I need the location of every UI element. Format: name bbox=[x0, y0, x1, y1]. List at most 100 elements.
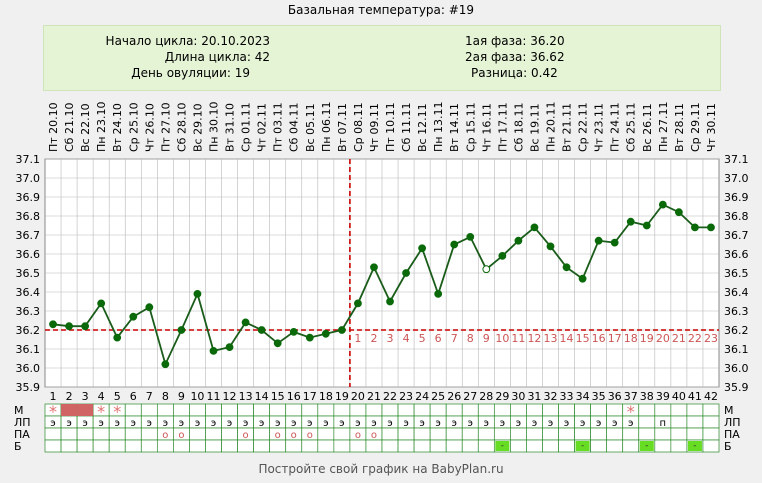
row-cell bbox=[365, 439, 383, 453]
temperature-point bbox=[514, 236, 523, 245]
ovulation-day: День овуляции: 19 bbox=[131, 66, 250, 80]
row-cell bbox=[381, 439, 399, 453]
temperature-point bbox=[594, 236, 603, 245]
row-cell bbox=[654, 403, 672, 417]
date-label: Вс 29.10 bbox=[191, 103, 204, 152]
row-cell bbox=[429, 427, 447, 441]
row-cell bbox=[221, 439, 238, 453]
row-cell bbox=[317, 427, 335, 441]
row-cell bbox=[445, 427, 463, 441]
date-label: Вс 22.10 bbox=[79, 103, 92, 152]
day-number: 28 bbox=[479, 390, 493, 403]
y-tick-label-left: 36.7 bbox=[16, 229, 41, 242]
temperature-point bbox=[434, 290, 443, 298]
temperature-point bbox=[305, 333, 314, 342]
day-number: 1 bbox=[50, 390, 57, 403]
day-number: 36 bbox=[608, 390, 622, 403]
y-tick-label-left: 37.0 bbox=[16, 172, 41, 185]
test-symbol: - bbox=[645, 441, 648, 451]
day-number: 26 bbox=[447, 390, 461, 403]
temperature-point bbox=[49, 320, 57, 329]
row-cell bbox=[237, 403, 254, 417]
row-cell bbox=[413, 403, 431, 417]
lp-symbol: э bbox=[435, 418, 441, 429]
luteal-day-label: 2 bbox=[370, 332, 377, 345]
y-tick-label-left: 37.1 bbox=[16, 153, 41, 166]
row-cell bbox=[205, 427, 222, 441]
row-cell bbox=[429, 439, 447, 453]
temperature-point bbox=[145, 303, 154, 312]
row-cell bbox=[124, 403, 142, 417]
temperature-point bbox=[450, 240, 459, 249]
date-label: Сб 04.11 bbox=[288, 103, 301, 152]
day-number: 33 bbox=[560, 390, 574, 403]
luteal-day-label: 7 bbox=[451, 332, 458, 345]
day-number: 16 bbox=[287, 390, 301, 403]
lp-symbol: э bbox=[307, 418, 313, 429]
footer-link[interactable]: Постройте свой график на BabyPlan.ru bbox=[258, 462, 504, 476]
luteal-day-label: 11 bbox=[511, 332, 525, 345]
luteal-day-label: 21 bbox=[672, 332, 686, 345]
lp-symbol: э bbox=[532, 418, 538, 429]
row-cell bbox=[140, 439, 158, 453]
row-cell bbox=[461, 439, 479, 453]
lp-symbol: э bbox=[387, 418, 393, 429]
lp-symbol: э bbox=[484, 418, 490, 429]
day-number: 35 bbox=[592, 390, 606, 403]
pa-symbol: о bbox=[178, 430, 184, 441]
day-number: 41 bbox=[688, 390, 702, 403]
date-label: Ср 01.11 bbox=[240, 102, 253, 152]
luteal-day-label: 22 bbox=[688, 332, 702, 345]
row-cell bbox=[606, 427, 624, 441]
day-number: 3 bbox=[82, 390, 89, 403]
row-cell bbox=[108, 439, 126, 453]
date-label: Пт 24.11 bbox=[609, 102, 622, 152]
date-label: Сб 25.11 bbox=[625, 103, 638, 152]
row-cell bbox=[702, 415, 720, 429]
day-number: 39 bbox=[656, 390, 670, 403]
temperature-point bbox=[257, 326, 266, 334]
row-cell bbox=[156, 403, 174, 417]
row-cell bbox=[397, 403, 415, 417]
temperature-point bbox=[578, 274, 587, 283]
temperature-point bbox=[289, 328, 298, 336]
day-number: 23 bbox=[399, 390, 413, 403]
y-tick-label-right: 37.0 bbox=[724, 172, 749, 185]
menses-star: * bbox=[113, 402, 121, 421]
day-number: 27 bbox=[463, 390, 477, 403]
luteal-day-label: 19 bbox=[640, 332, 654, 345]
y-tick-label-right: 36.4 bbox=[724, 286, 749, 299]
row-cell bbox=[590, 403, 608, 417]
day-number: 4 bbox=[98, 390, 105, 403]
row-cell bbox=[269, 439, 287, 453]
test-highlight-cell bbox=[639, 441, 654, 451]
phase2-average: 2ая фаза: 36.62 bbox=[465, 50, 565, 64]
row-cell bbox=[493, 427, 511, 441]
date-label: Ср 22.11 bbox=[577, 102, 590, 152]
lp-symbol: э bbox=[628, 418, 634, 429]
row-cell bbox=[510, 427, 527, 441]
day-number: 13 bbox=[239, 390, 253, 403]
y-tick-label-right: 36.0 bbox=[724, 362, 749, 375]
temperature-point bbox=[707, 223, 715, 232]
temperature-point bbox=[177, 326, 186, 334]
day-number: 30 bbox=[511, 390, 525, 403]
row-label-right: ПА bbox=[724, 428, 740, 441]
y-tick-label-right: 36.1 bbox=[724, 343, 749, 356]
row-cell bbox=[461, 427, 479, 441]
row-label-left: М bbox=[14, 404, 24, 417]
temperature-point bbox=[386, 297, 394, 306]
day-number: 29 bbox=[495, 390, 509, 403]
pa-symbol: о bbox=[355, 430, 361, 441]
pa-symbol: о bbox=[371, 430, 377, 441]
lp-symbol: э bbox=[548, 418, 554, 429]
date-label: Вс 05.11 bbox=[304, 103, 317, 152]
date-label: Пн 13.11 bbox=[432, 102, 445, 152]
date-label: Вс 26.11 bbox=[641, 103, 654, 152]
row-cell bbox=[670, 439, 688, 453]
y-tick-label-left: 36.3 bbox=[16, 305, 41, 318]
row-cell bbox=[477, 403, 495, 417]
temperature-point bbox=[691, 223, 699, 232]
row-cell bbox=[686, 427, 704, 441]
temperature-point bbox=[354, 299, 362, 308]
